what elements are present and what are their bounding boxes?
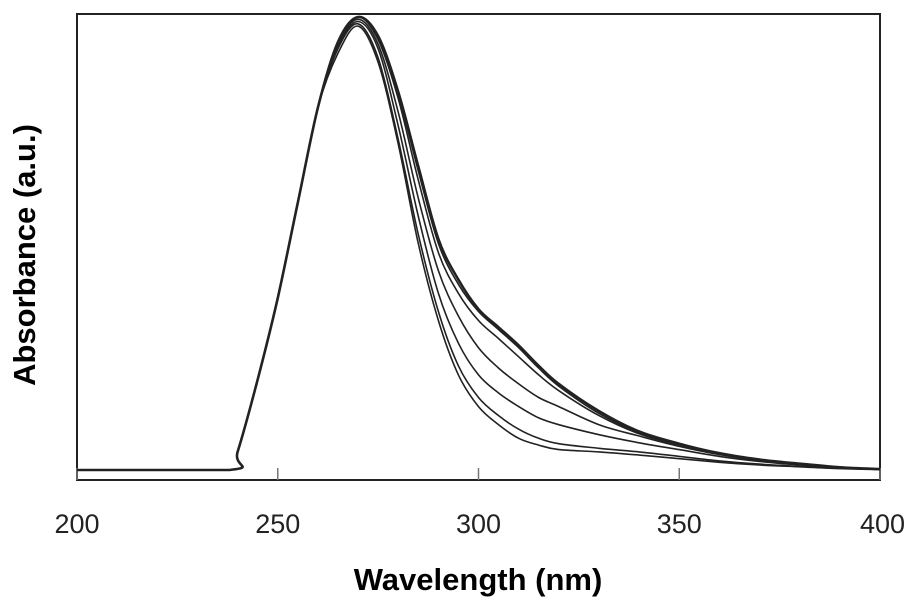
x-tick-label-200: 200 — [54, 509, 99, 539]
series-line-1 — [77, 25, 881, 471]
series-layer — [77, 15, 881, 472]
x-axis: 200 250 300 350 400 — [54, 468, 905, 539]
series-line-5 — [77, 16, 881, 471]
x-axis-title: Wavelength (nm) — [354, 562, 603, 597]
x-tick-label-400: 400 — [860, 509, 905, 539]
y-axis-title: Absorbance (a.u.) — [7, 124, 42, 386]
x-tick-label-350: 350 — [657, 509, 702, 539]
x-tick-label-250: 250 — [255, 509, 300, 539]
series-line-6 — [77, 16, 881, 471]
series-line-2 — [77, 22, 881, 471]
series-line-3 — [77, 20, 881, 471]
series-line-4 — [77, 18, 881, 471]
x-tick-label-300: 300 — [456, 509, 501, 539]
series-line-7 — [77, 15, 881, 472]
plot-frame — [76, 13, 881, 481]
